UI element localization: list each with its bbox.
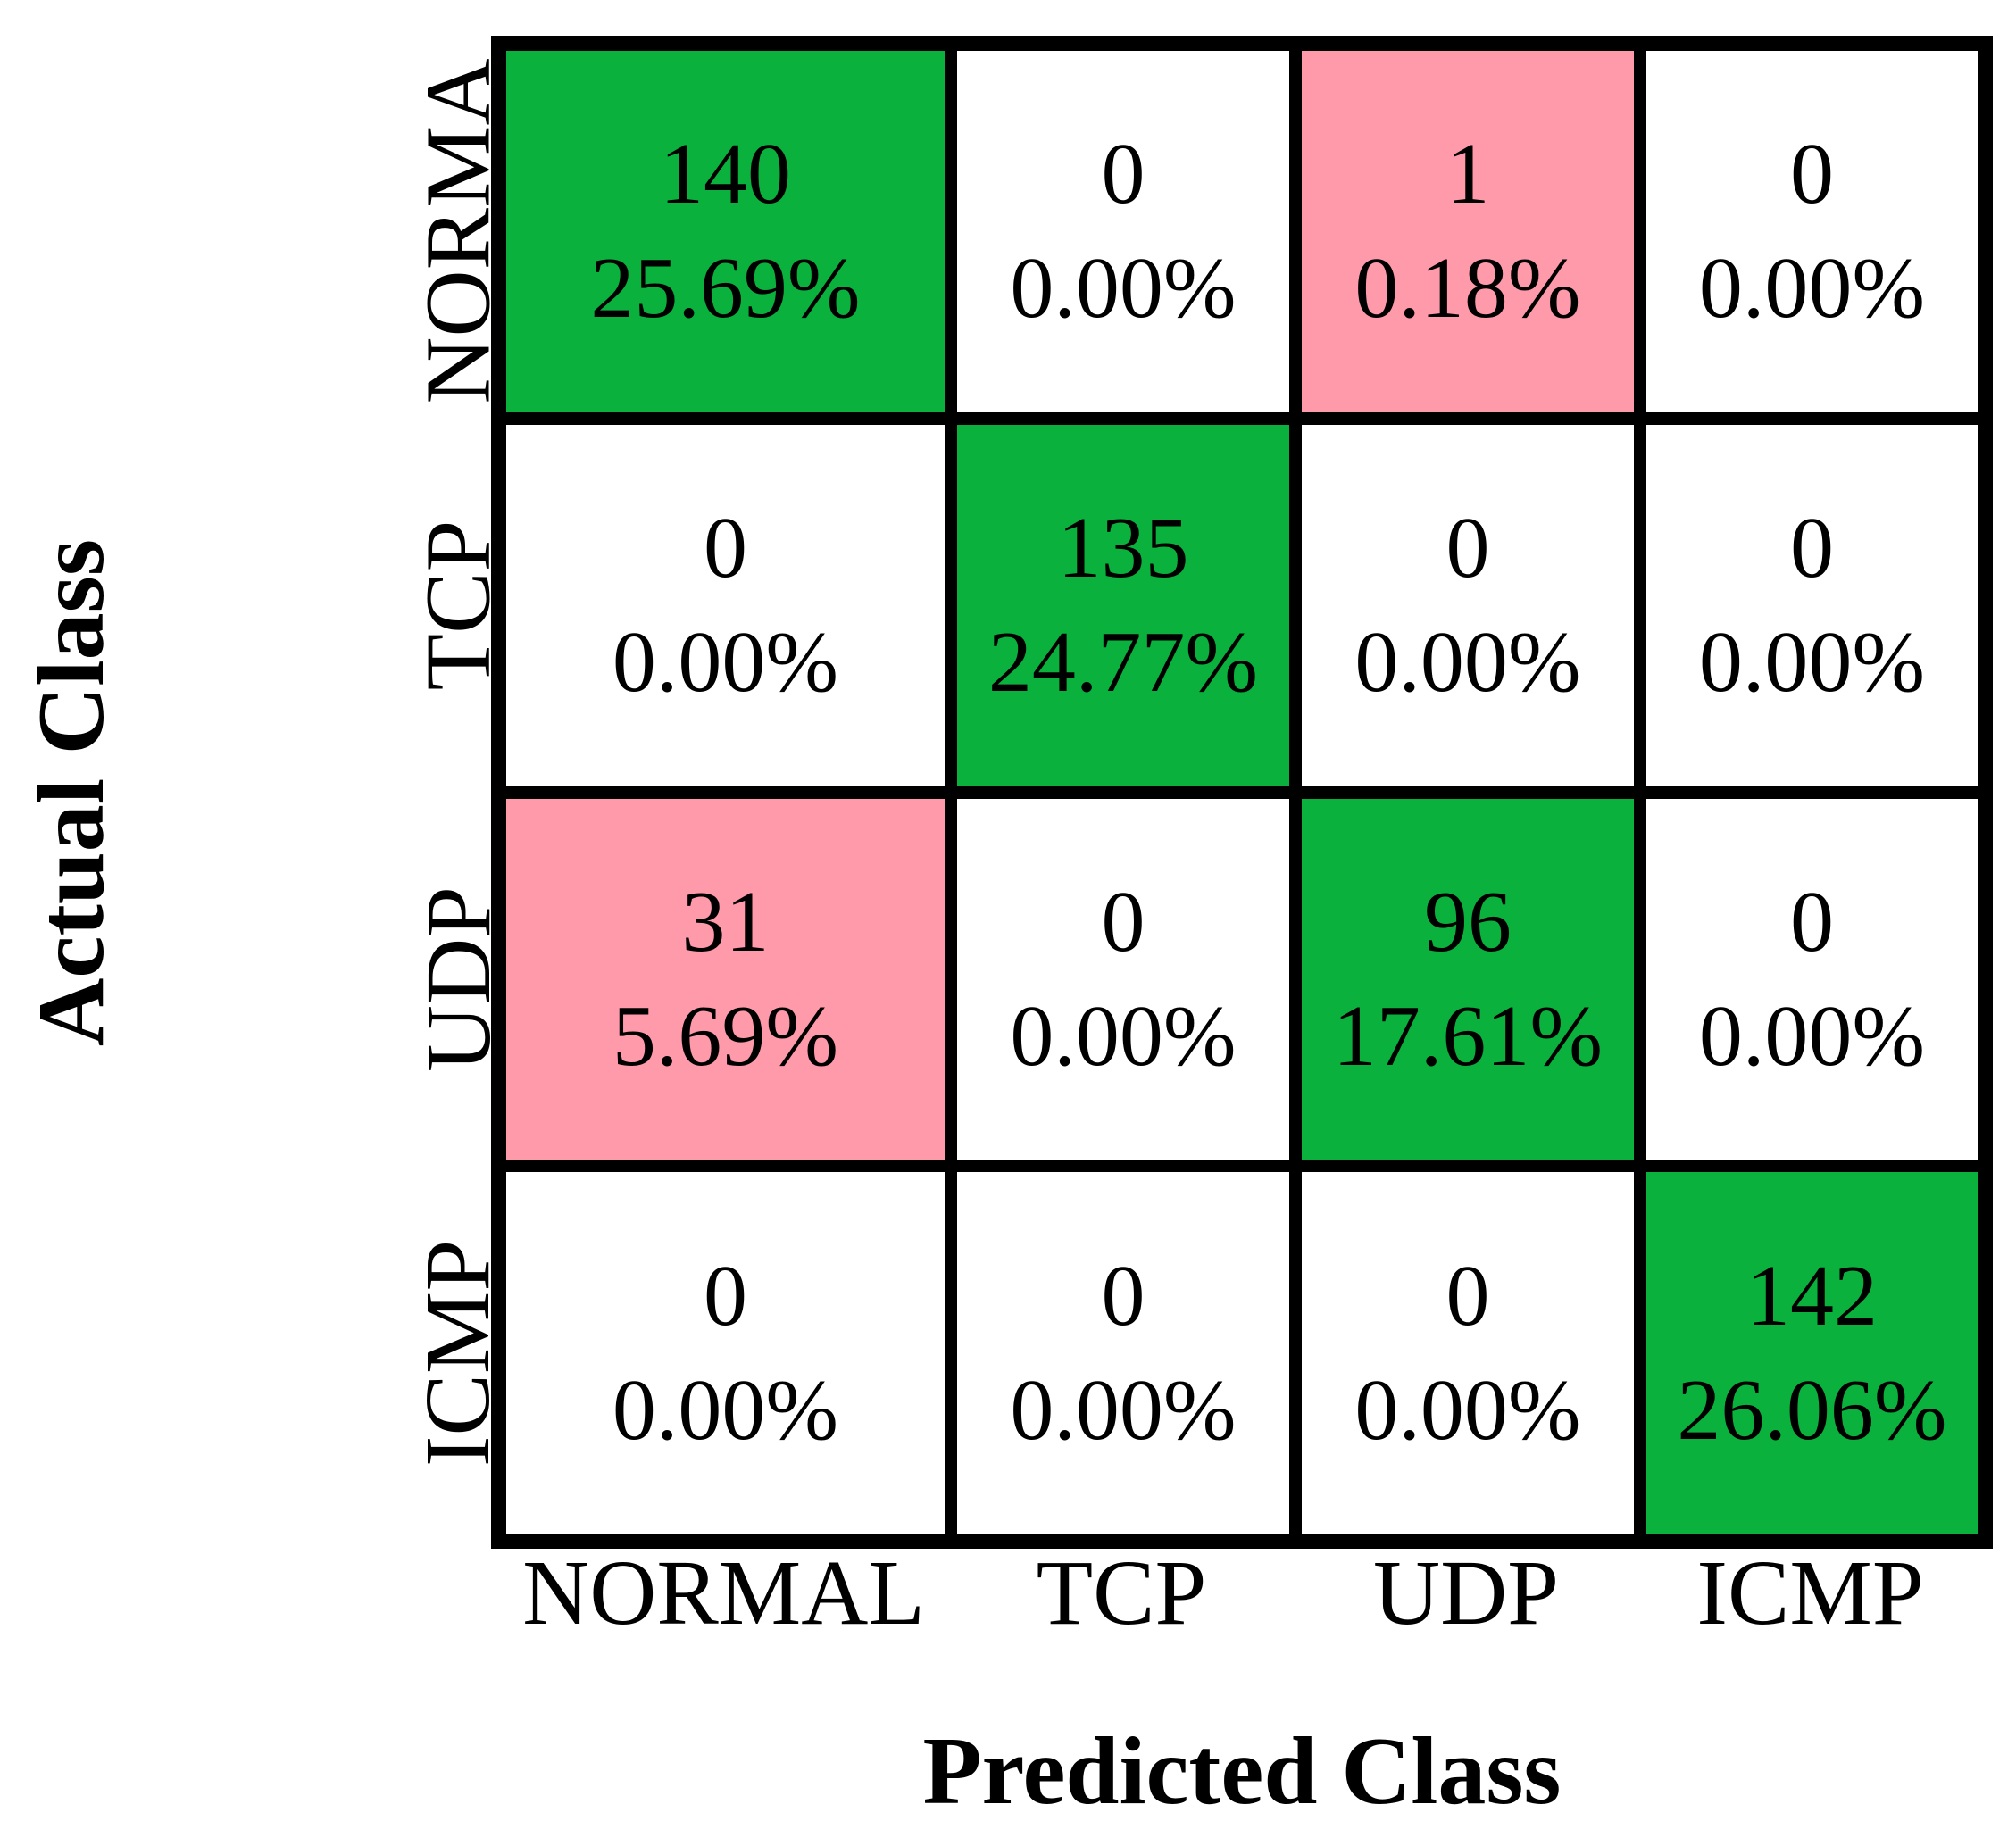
cell-percent: 0.00% bbox=[1354, 614, 1581, 711]
cell-percent: 25.69% bbox=[590, 240, 861, 337]
cell-tcp-udp: 0 0.00% bbox=[1295, 418, 1640, 793]
cell-icmp-udp: 0 0.00% bbox=[1295, 1166, 1640, 1540]
cell-percent: 0.00% bbox=[1698, 240, 1926, 337]
cell-percent: 5.69% bbox=[612, 987, 839, 1085]
y-axis-title-box: Actual Class bbox=[0, 45, 143, 1540]
cell-percent: 24.77% bbox=[987, 614, 1259, 711]
cell-tcp-icmp: 0 0.00% bbox=[1640, 418, 1984, 793]
cell-percent: 0.00% bbox=[1698, 614, 1926, 711]
cell-normal-icmp: 0 0.00% bbox=[1640, 45, 1984, 419]
cell-percent: 0.00% bbox=[612, 614, 839, 711]
col-label-icmp: ICMP bbox=[1696, 1542, 1924, 1644]
cell-udp-tcp: 0 0.00% bbox=[951, 792, 1295, 1167]
cell-count: 135 bbox=[1057, 500, 1189, 597]
col-label-normal: NORMAL bbox=[522, 1542, 925, 1644]
cell-count: 0 bbox=[1445, 500, 1490, 597]
cell-icmp-icmp: 142 26.06% bbox=[1640, 1166, 1984, 1540]
cell-percent: 0.00% bbox=[1698, 987, 1926, 1085]
cell-count: 0 bbox=[1790, 500, 1834, 597]
cell-count: 0 bbox=[1790, 126, 1834, 223]
cell-udp-icmp: 0 0.00% bbox=[1640, 792, 1984, 1167]
cell-count: 0 bbox=[1101, 873, 1145, 970]
cell-count: 0 bbox=[704, 500, 747, 597]
cell-normal-udp: 1 0.18% bbox=[1295, 45, 1640, 419]
cell-count: 0 bbox=[704, 1247, 747, 1344]
cell-udp-normal: 31 5.69% bbox=[500, 792, 951, 1167]
cell-tcp-tcp: 135 24.77% bbox=[951, 418, 1295, 793]
cell-percent: 0.18% bbox=[1354, 240, 1581, 337]
actual-class-labels: NORMA TCP UDP ICMP bbox=[286, 45, 510, 1540]
cell-count: 0 bbox=[1101, 126, 1145, 223]
cell-percent: 0.00% bbox=[1010, 240, 1237, 337]
cell-normal-normal: 140 25.69% bbox=[500, 45, 951, 419]
cell-icmp-normal: 0 0.00% bbox=[500, 1166, 951, 1540]
cell-tcp-normal: 0 0.00% bbox=[500, 418, 951, 793]
cell-icmp-tcp: 0 0.00% bbox=[951, 1166, 1295, 1540]
cell-count: 140 bbox=[660, 126, 791, 223]
cell-percent: 0.00% bbox=[612, 1361, 839, 1459]
cell-percent: 26.06% bbox=[1677, 1361, 1947, 1459]
cell-udp-udp: 96 17.61% bbox=[1295, 792, 1640, 1167]
cell-count: 0 bbox=[1101, 1247, 1145, 1344]
col-label-tcp: TCP bbox=[1036, 1542, 1207, 1644]
cell-normal-tcp: 0 0.00% bbox=[951, 45, 1295, 419]
cell-count: 0 bbox=[1445, 1247, 1490, 1344]
cell-percent: 0.00% bbox=[1010, 987, 1237, 1085]
cell-count: 0 bbox=[1790, 873, 1834, 970]
cell-percent: 0.00% bbox=[1010, 1361, 1237, 1459]
predicted-class-labels: NORMAL TCP UDP ICMP bbox=[498, 1544, 1982, 1642]
y-axis-title: Actual Class bbox=[19, 538, 123, 1046]
x-axis-title: Predicted Class bbox=[922, 1718, 1562, 1821]
cell-percent: 0.00% bbox=[1354, 1361, 1581, 1459]
col-label-udp: UDP bbox=[1372, 1542, 1560, 1644]
cell-count: 1 bbox=[1445, 126, 1490, 223]
cell-count: 31 bbox=[681, 873, 770, 970]
cell-count: 142 bbox=[1746, 1247, 1878, 1344]
cell-percent: 17.61% bbox=[1332, 987, 1604, 1085]
confusion-matrix-grid: 140 25.69% 0 0.00% 1 0.18% 0 0.00% 0 0.0… bbox=[491, 36, 1993, 1549]
cell-count: 96 bbox=[1424, 873, 1512, 970]
